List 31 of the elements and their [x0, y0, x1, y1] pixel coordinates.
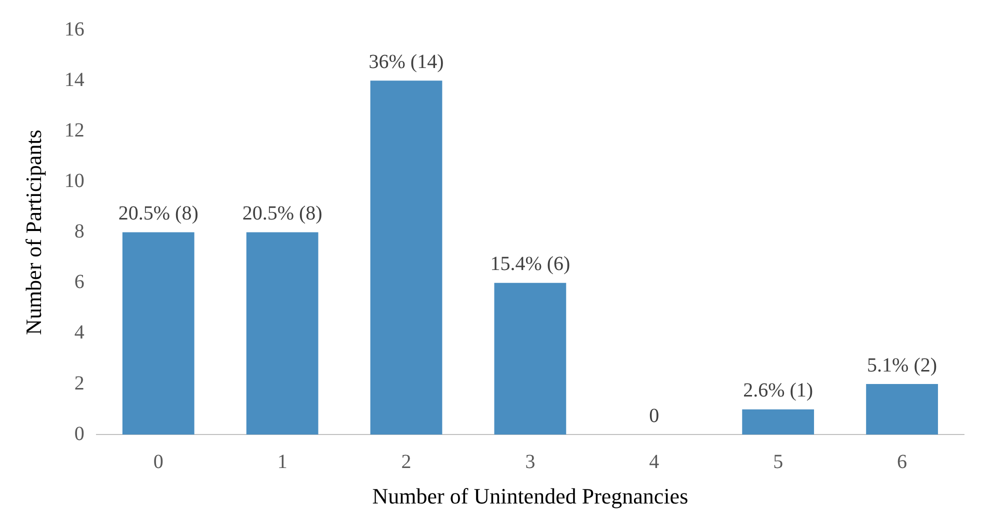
x-tick-label: 3	[525, 450, 536, 473]
data-label: 0	[649, 404, 660, 427]
y-tick-label: 2	[74, 372, 84, 394]
x-axis-title: Number of Unintended Pregnancies	[372, 484, 688, 509]
data-label: 36% (14)	[368, 50, 444, 73]
x-tick-label: 0	[153, 450, 164, 473]
y-tick-label: 4	[74, 322, 84, 344]
x-tick-label: 4	[649, 450, 660, 473]
bar	[122, 232, 194, 435]
bar	[246, 232, 318, 435]
bar	[494, 282, 566, 435]
bar	[866, 384, 938, 435]
data-label: 20.5% (8)	[242, 202, 322, 225]
x-tick-label: 6	[897, 450, 908, 473]
x-tick-label: 5	[773, 450, 784, 473]
y-axis-title: Number of Participants	[20, 130, 46, 335]
data-label: 20.5% (8)	[118, 202, 198, 225]
x-tick-label: 1	[277, 450, 288, 473]
y-tick-label: 6	[74, 271, 84, 294]
y-tick-label: 0	[74, 422, 84, 445]
y-tick-label: 10	[64, 170, 84, 192]
y-tick-label: 12	[64, 119, 84, 142]
y-tick-label: 8	[74, 220, 84, 243]
bar	[370, 80, 442, 435]
data-label: 5.1% (2)	[867, 354, 938, 376]
bar	[742, 409, 814, 435]
y-tick-label: 14	[64, 68, 84, 91]
x-tick-label: 2	[401, 450, 412, 473]
data-label: 15.4% (6)	[490, 253, 570, 276]
y-tick-label: 16	[64, 18, 84, 40]
data-label: 2.6% (1)	[743, 380, 814, 402]
